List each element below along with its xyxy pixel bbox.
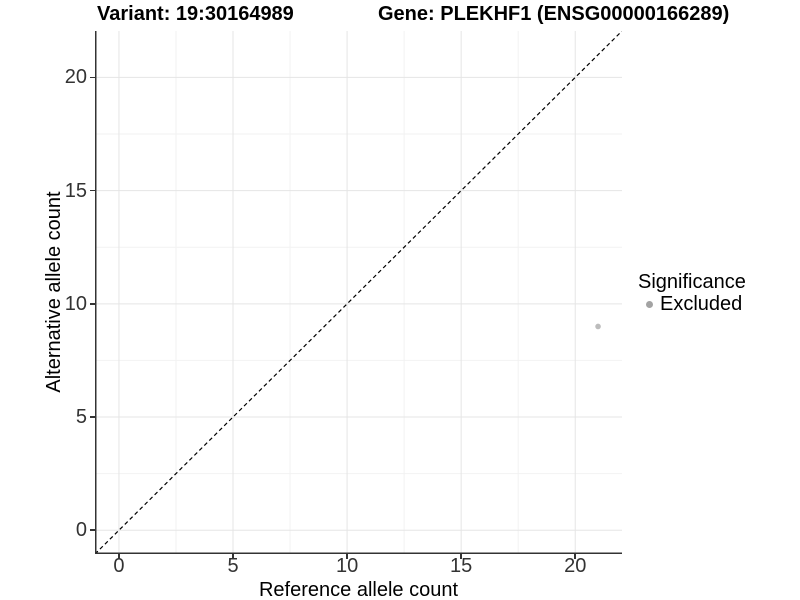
x-tick-label: 20 bbox=[564, 555, 587, 577]
y-tick-label: 15 bbox=[64, 179, 87, 202]
legend-title: Significance bbox=[638, 271, 746, 293]
y-tick-mark bbox=[90, 189, 95, 192]
x-tick-mark bbox=[232, 554, 234, 559]
y-tick-mark bbox=[90, 529, 95, 531]
x-tick-label: 0 bbox=[113, 555, 125, 577]
x-tick-mark bbox=[118, 554, 120, 559]
y-tick-label: 0 bbox=[75, 519, 87, 542]
y-tick-mark bbox=[90, 416, 95, 418]
legend-item-label: Excluded bbox=[660, 292, 743, 315]
x-tick-mark bbox=[460, 554, 462, 559]
plot-panel bbox=[95, 31, 622, 554]
legend-key bbox=[638, 300, 660, 308]
y-tick-label: 10 bbox=[64, 292, 87, 315]
identity-line bbox=[95, 31, 622, 554]
plot-canvas bbox=[95, 31, 622, 554]
x-tick-mark bbox=[346, 554, 348, 559]
y-tick-label: 5 bbox=[75, 406, 87, 429]
legend-item-excluded: Excluded bbox=[638, 293, 746, 315]
y-tick-mark bbox=[90, 303, 95, 305]
x-tick-label: 10 bbox=[335, 555, 359, 577]
gene-title: Gene: PLEKHF1 (ENSG00000166289) bbox=[378, 3, 730, 25]
x-tick-mark bbox=[574, 554, 576, 559]
legend: Significance Excluded bbox=[638, 271, 746, 315]
x-tick-label: 5 bbox=[227, 555, 239, 577]
y-tick-label: 20 bbox=[64, 66, 87, 89]
x-tick-label: 15 bbox=[450, 555, 473, 577]
variant-title: Variant: 19:30164989 bbox=[97, 3, 294, 25]
data-point bbox=[595, 323, 601, 330]
excluded-point-icon bbox=[645, 300, 653, 308]
y-tick-mark bbox=[90, 76, 95, 79]
y-axis-title: Alternative allele count bbox=[43, 191, 65, 393]
x-axis-title: Reference allele count bbox=[258, 579, 458, 600]
